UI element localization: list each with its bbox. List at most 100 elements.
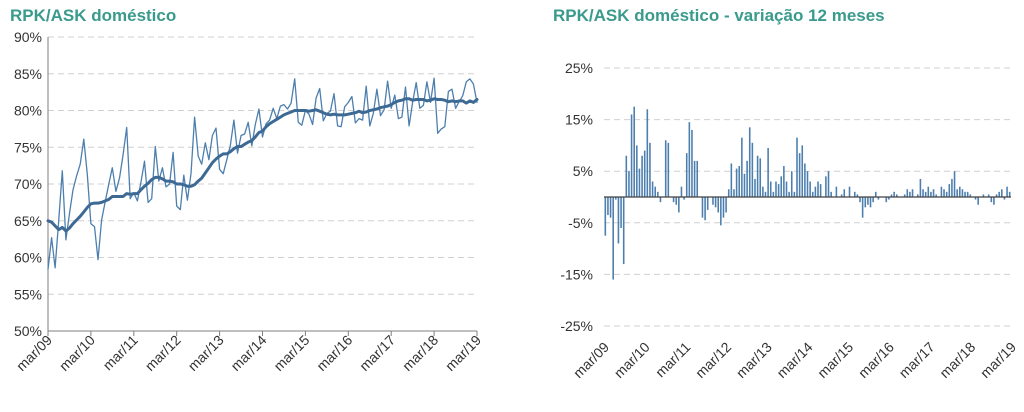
bar	[924, 191, 927, 197]
bar	[615, 197, 617, 200]
bar	[725, 197, 727, 213]
bar	[735, 168, 738, 197]
bar	[712, 197, 714, 205]
bar	[893, 191, 895, 197]
bar	[714, 197, 717, 208]
bar	[733, 189, 735, 197]
bar	[751, 142, 754, 197]
bar	[903, 194, 906, 197]
bar	[722, 197, 725, 218]
bar	[657, 191, 659, 197]
left-chart-title: RPK/ASK doméstico	[10, 6, 177, 25]
bar	[861, 197, 864, 218]
bar	[701, 197, 704, 218]
bar	[612, 197, 614, 280]
bar	[995, 194, 998, 197]
bar	[864, 197, 867, 208]
bar	[990, 197, 993, 203]
bar	[804, 163, 806, 197]
bar	[859, 197, 861, 203]
bar	[767, 147, 769, 197]
bar	[819, 184, 822, 197]
bar	[827, 171, 830, 197]
bar	[659, 197, 662, 203]
bar	[987, 194, 990, 197]
bar	[625, 155, 628, 197]
bar	[617, 197, 620, 244]
bar	[835, 186, 838, 197]
bar	[961, 189, 964, 197]
y-tick-label: -5%	[568, 215, 593, 231]
bar	[759, 158, 762, 197]
right-chart-title: RPK/ASK doméstico - variação 12 meses	[553, 6, 885, 25]
y-tick-label: 25%	[565, 60, 593, 76]
bar	[796, 137, 798, 197]
bar	[764, 191, 767, 197]
bar	[969, 194, 972, 197]
bar	[948, 184, 951, 197]
bar	[943, 189, 945, 197]
bar	[741, 137, 743, 197]
bar	[1008, 191, 1011, 197]
bar	[696, 160, 699, 197]
bar	[738, 166, 741, 197]
x-tick-label: mar/09	[570, 339, 612, 381]
bar	[809, 181, 811, 197]
bar	[678, 197, 680, 213]
bar	[664, 140, 667, 197]
bar	[691, 129, 693, 197]
bar	[940, 186, 943, 197]
right-chart-panel: RPK/ASK doméstico - variação 12 meses -2…	[540, 0, 1024, 407]
bar	[927, 186, 930, 197]
monthly-series-line	[47, 77, 478, 270]
bar	[811, 191, 814, 197]
y-tick-label: 15%	[565, 112, 593, 128]
bar	[956, 189, 958, 197]
bar	[609, 197, 612, 218]
y-tick-label: 70%	[14, 176, 42, 192]
bar	[646, 109, 649, 197]
bar	[636, 145, 638, 197]
bar	[919, 178, 922, 197]
bar	[814, 186, 817, 197]
x-tick-label: mar/17	[896, 339, 938, 381]
bar	[730, 163, 733, 197]
bar	[706, 197, 709, 210]
bar	[890, 194, 893, 197]
y-tick-label: 80%	[14, 103, 42, 119]
x-tick-label: mar/18	[936, 339, 978, 381]
bar	[806, 171, 809, 197]
x-tick-label: mar/19	[977, 339, 1019, 381]
x-tick-label: mar/18	[399, 332, 441, 374]
bar	[746, 160, 748, 197]
bar	[911, 189, 914, 197]
bar	[830, 191, 832, 197]
bar	[869, 197, 872, 208]
bar	[932, 189, 935, 197]
bar	[951, 178, 953, 197]
bar	[748, 127, 751, 197]
bar	[743, 173, 746, 197]
left-chart-svg: 50%55%60%65%70%75%80%85%90%mar/09 mar/10 m…	[13, 29, 484, 374]
bar	[922, 189, 924, 197]
bar	[874, 191, 877, 197]
left-chart-panel: RPK/ASK doméstico 50% 55% 60% 65% 70% 75% 80% 8…	[0, 0, 500, 407]
bar	[953, 171, 956, 197]
x-tick-label: mar/15	[814, 339, 856, 381]
bar	[1001, 189, 1003, 197]
bar	[848, 186, 851, 197]
bar	[675, 197, 677, 205]
y-tick-label: 85%	[14, 66, 42, 82]
bar	[607, 197, 609, 216]
bar	[909, 191, 911, 197]
y-tick-label: 65%	[14, 213, 42, 229]
bar	[643, 150, 646, 197]
bar	[762, 186, 764, 197]
bar	[693, 160, 696, 197]
bar	[853, 191, 856, 197]
bar	[982, 194, 985, 197]
bar	[895, 194, 898, 197]
bar	[840, 194, 843, 197]
bar	[777, 184, 780, 197]
